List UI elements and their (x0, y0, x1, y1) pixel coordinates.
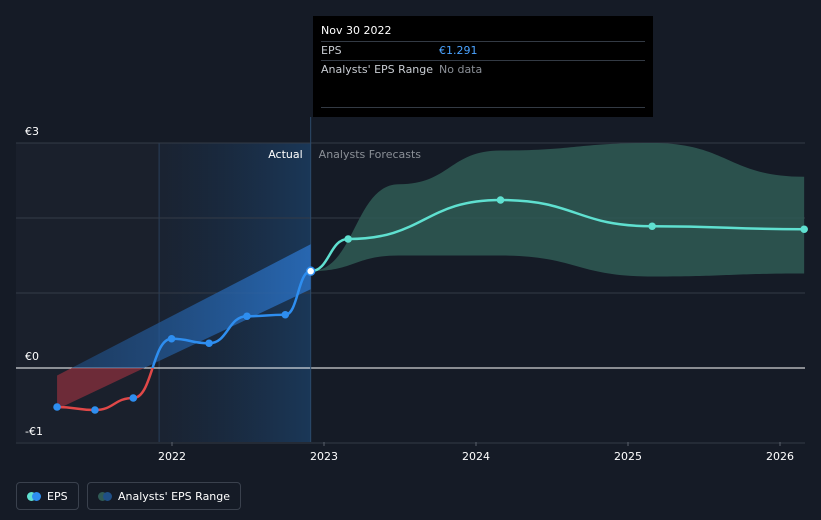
forecast-label: Analysts Forecasts (319, 148, 422, 161)
forecast-point (496, 196, 505, 204)
legend-eps-label: EPS (47, 489, 68, 503)
actual-label: Actual (268, 148, 302, 161)
eps-point (243, 312, 251, 321)
x-tick-label: 2025 (614, 450, 642, 463)
eps-point (53, 403, 61, 411)
eps-point (129, 394, 138, 402)
legend-eps[interactable]: EPS (16, 482, 79, 510)
x-tick-label: 2026 (766, 450, 794, 463)
analyst-range-area (310, 143, 805, 277)
eps-line-negative (57, 368, 154, 412)
eps-point-highlighted (305, 266, 316, 276)
tooltip: Nov 30 2022 EPS €1.291 Analysts' EPS Ran… (313, 16, 653, 117)
tooltip-range-value: No data (439, 63, 483, 76)
y-tick-label: -€1 (25, 425, 43, 438)
x-tick-label: 2022 (158, 450, 186, 463)
tooltip-range-label: Analysts' EPS Range (321, 63, 434, 76)
eps-point (281, 310, 290, 319)
eps-point (91, 406, 99, 414)
forecast-point (344, 235, 352, 243)
trend-band-positive (71, 244, 311, 368)
tooltip-divider (321, 107, 645, 108)
x-tick-label: 2024 (462, 450, 490, 463)
legend-range-label: Analysts' EPS Range (118, 489, 231, 503)
tooltip-eps-label: EPS (321, 44, 342, 57)
tooltip-row-range: Analysts' EPS Range No data (321, 60, 645, 79)
y-tick-label: €0 (25, 350, 39, 363)
tooltip-date: Nov 30 2022 (321, 24, 392, 37)
legend-range[interactable]: Analysts' EPS Range (87, 482, 242, 510)
tooltip-eps-value: €1.291 (439, 44, 478, 57)
range-legend-icon (98, 491, 112, 501)
eps-point (167, 334, 176, 343)
forecast-point (800, 225, 808, 234)
trend-band-negative (57, 368, 145, 410)
x-tick-label: 2023 (310, 450, 338, 463)
eps-point (205, 339, 213, 348)
eps-legend-icon (27, 491, 41, 501)
y-tick-label: €3 (25, 125, 39, 138)
tooltip-row-eps: EPS €1.291 (321, 41, 645, 60)
forecast-point (648, 222, 656, 231)
